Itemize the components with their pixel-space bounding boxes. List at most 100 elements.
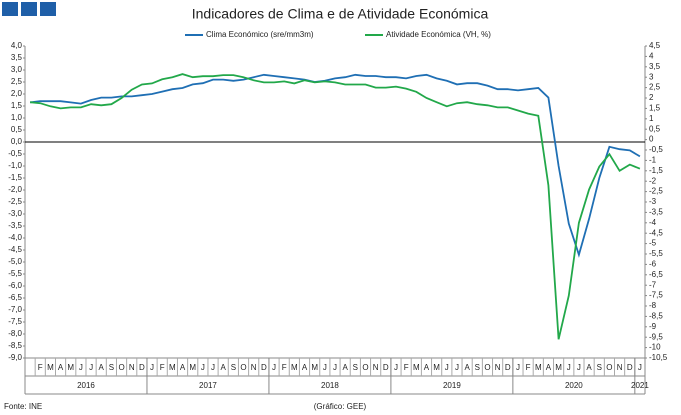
x-tick-label: D [261,363,267,372]
x-tick-label: J [89,363,93,372]
x-tick-label: M [169,363,176,372]
x-tick-label: J [638,363,642,372]
y2-tick-label: -3,5 [649,208,663,217]
year-label: 2021 [631,381,649,390]
x-tick-label: N [373,363,379,372]
y2-tick-label: 2,5 [649,83,661,92]
y-tick-label: -1,5 [8,173,22,182]
y2-tick-label: -1,5 [649,166,663,175]
x-tick-label: F [526,363,531,372]
year-label: 2017 [199,381,217,390]
x-tick-label: O [240,363,246,372]
y2-tick-label: -2,5 [649,187,663,196]
y-tick-label: -4,5 [8,245,22,254]
x-tick-label: S [231,363,236,372]
x-tick-label: M [291,363,298,372]
x-tick-label: A [180,363,186,372]
y-tick-label: 2,5 [11,77,23,86]
y-tick-label: -6,5 [8,293,22,302]
y2-tick-label: -10 [649,343,661,352]
y2-tick-label: -0,5 [649,145,663,154]
y2-tick-label: 4 [649,52,654,61]
legend-label: Clima Económico (sre/mm3m) [206,30,314,39]
x-tick-label: J [455,363,459,372]
x-tick-label: J [150,363,154,372]
y2-tick-label: 2 [649,93,654,102]
x-tick-label: D [139,363,145,372]
x-tick-label: J [516,363,520,372]
y-tick-label: -3,5 [8,221,22,230]
x-tick-label: A [99,363,105,372]
x-tick-label: M [555,363,562,372]
x-tick-label: M [189,363,196,372]
x-tick-label: A [586,363,592,372]
year-label: 2018 [321,381,339,390]
y-tick-label: 4,0 [11,41,23,50]
x-tick-label: D [383,363,389,372]
y-tick-label: 3,5 [11,53,23,62]
y2-tick-label: -1 [649,156,657,165]
x-tick-label: A [58,363,64,372]
y2-tick-label: -4,5 [649,228,663,237]
y-tick-label: -7,0 [8,305,22,314]
y2-tick-label: -8,5 [649,312,663,321]
x-tick-label: A [424,363,430,372]
x-tick-label: O [484,363,490,372]
credit: (Gráfico: GEE) [314,402,367,411]
x-tick-label: A [464,363,470,372]
x-tick-label: S [109,363,114,372]
y-tick-label: -6,0 [8,281,22,290]
y-tick-label: -5,5 [8,269,22,278]
x-tick-label: J [394,363,398,372]
x-tick-label: M [311,363,318,372]
y2-tick-label: -6 [649,260,657,269]
icon [2,2,18,16]
x-tick-label: F [160,363,165,372]
x-tick-label: M [535,363,542,372]
year-label: 2020 [565,381,583,390]
x-tick-label: J [567,363,571,372]
source: Fonte: INE [4,402,42,411]
x-tick-label: M [413,363,420,372]
x-tick-label: A [221,363,227,372]
y-tick-label: 1,0 [11,113,23,122]
y2-tick-label: 3,5 [649,62,661,71]
x-tick-label: J [211,363,215,372]
y2-tick-label: 0 [649,135,654,144]
x-tick-label: A [546,363,552,372]
y2-tick-label: -5,5 [649,249,663,258]
y-tick-label: -7,5 [8,317,22,326]
x-tick-label: J [323,363,327,372]
y2-tick-label: -9,5 [649,332,663,341]
y-tick-label: -9,0 [8,353,22,362]
y-tick-label: -1,0 [8,161,22,170]
y2-tick-label: -2 [649,176,657,185]
x-tick-label: S [475,363,480,372]
series-line [29,73,641,258]
x-tick-label: A [302,363,308,372]
x-tick-label: M [67,363,74,372]
y-tick-label: 0,0 [11,137,23,146]
x-tick-label: J [333,363,337,372]
x-tick-label: F [38,363,43,372]
y2-tick-label: 4,5 [649,41,661,50]
x-tick-label: S [353,363,358,372]
y2-tick-label: -4 [649,218,657,227]
x-tick-label: J [272,363,276,372]
icon [21,2,37,16]
x-tick-label: M [47,363,54,372]
icon [40,2,56,16]
x-tick-label: N [495,363,501,372]
x-tick-label: S [597,363,602,372]
legend-label: Atividade Económica (VH, %) [386,30,491,39]
y2-tick-label: -9 [649,322,657,331]
y2-tick-label: -7,5 [649,291,663,300]
y2-tick-label: 0,5 [649,124,661,133]
y2-tick-label: -8 [649,301,657,310]
y2-tick-label: -3 [649,197,657,206]
x-tick-label: F [404,363,409,372]
x-tick-label: M [433,363,440,372]
x-tick-label: D [505,363,511,372]
y-tick-label: -8,0 [8,329,22,338]
